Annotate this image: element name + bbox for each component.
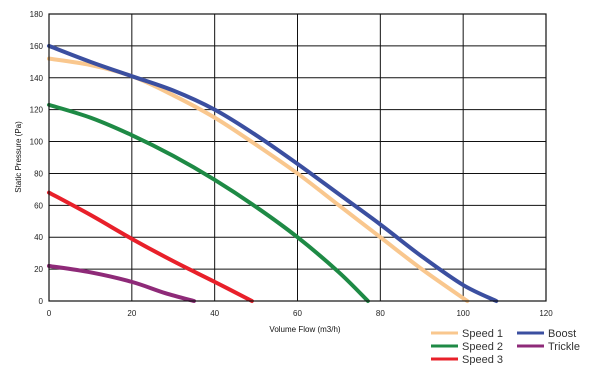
legend-label-speed-3: Speed 3	[462, 354, 503, 365]
y-tick-label: 100	[30, 138, 44, 147]
y-tick-label: 120	[30, 106, 44, 115]
series-line-speed-2: Speed 2	[47, 102, 370, 303]
x-axis-title: Volume Flow (m3/h)	[269, 325, 340, 334]
y-tick-label: 0	[39, 297, 44, 306]
y-tick-label: 140	[30, 74, 44, 83]
y-tick-label: 180	[30, 10, 44, 19]
plot-frame	[48, 13, 547, 302]
grid-lines	[48, 13, 547, 302]
y-tick-label: 40	[34, 233, 43, 242]
y-tick-label: 80	[34, 169, 43, 178]
legend-label-speed-1: Speed 1	[462, 328, 503, 340]
x-tick-labels: 0 20 40 60 80 100 120	[47, 309, 553, 318]
x-tick-label: 60	[293, 309, 302, 318]
legend-label-boost: Boost	[548, 328, 576, 340]
x-tick-label: 0	[47, 309, 52, 318]
x-tick-label: 40	[210, 309, 219, 318]
y-tick-label: 60	[34, 201, 43, 210]
y-tick-labels: 0 20 40 60 80 100 120 140 160 180	[30, 10, 44, 306]
x-tick-label: 100	[456, 309, 470, 318]
y-tick-label: 160	[30, 42, 44, 51]
legend-label-trickle: Trickle	[548, 341, 580, 353]
y-tick-label: 20	[34, 265, 43, 274]
x-tick-label: 20	[127, 309, 136, 318]
plot-border	[48, 13, 547, 302]
series-line-speed-1: Speed 1	[47, 56, 470, 303]
series-line-speed-3: Speed 3	[47, 190, 254, 303]
series-line-boost: Boost	[47, 43, 499, 303]
x-tick-label: 80	[376, 309, 385, 318]
series-line-trickle: Trickle	[47, 263, 196, 303]
x-tick-label: 120	[539, 309, 553, 318]
y-axis-title: Static Pressure (Pa)	[14, 121, 23, 193]
legend-label-speed-2: Speed 2	[462, 341, 503, 353]
